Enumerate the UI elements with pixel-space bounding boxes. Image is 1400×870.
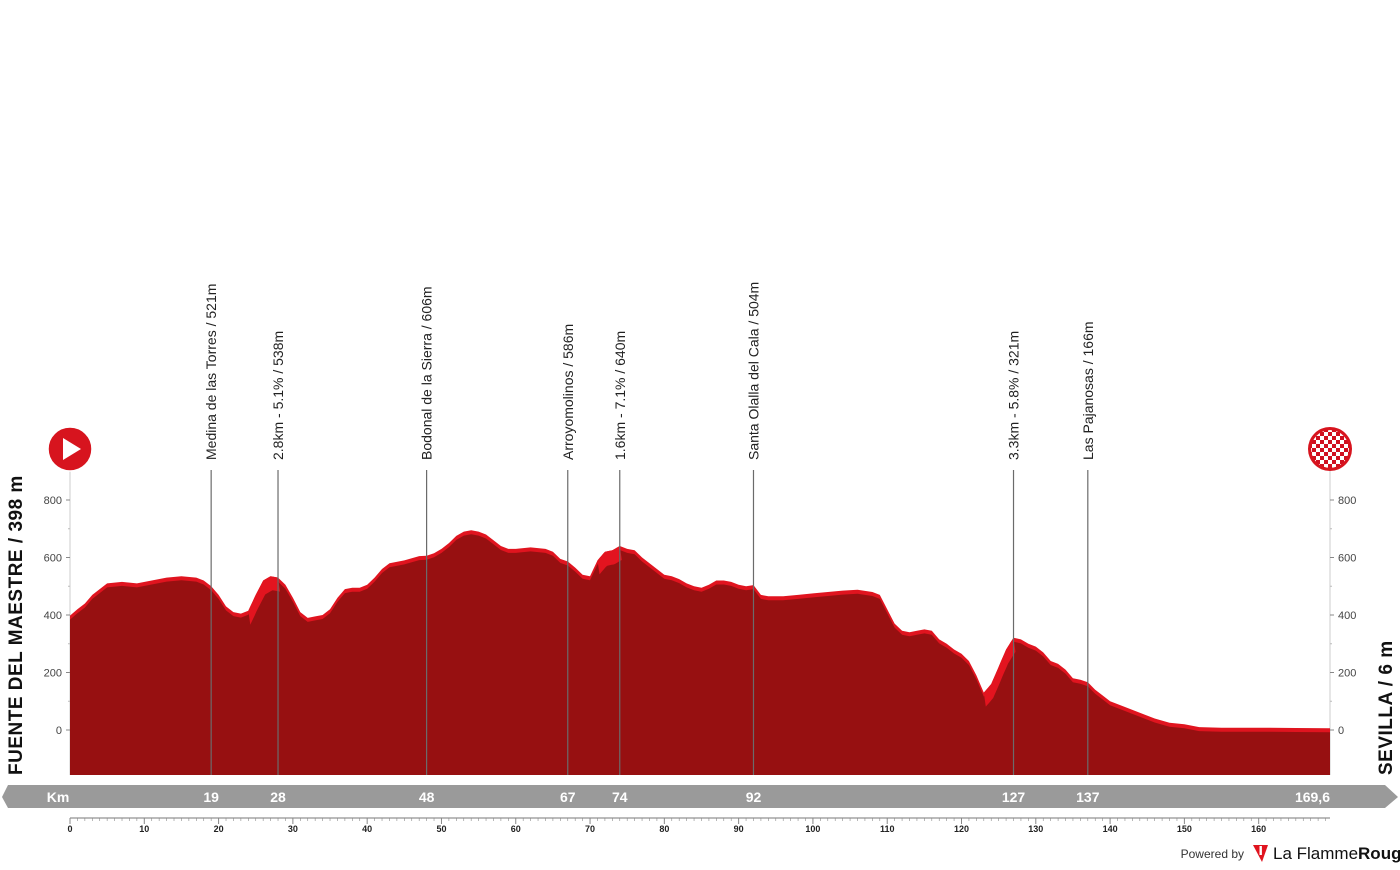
finish-label: SEVILLA / 6 m — [1376, 640, 1397, 775]
km-marker: 92 — [746, 789, 762, 805]
y-tick-label-left: 0 — [56, 725, 62, 737]
y-tick-label-left: 200 — [44, 668, 62, 680]
x-tick-label: 130 — [1028, 824, 1043, 834]
km-band: Km 19 28 48 67 74 92 127 137 169,6 — [2, 785, 1398, 808]
waypoint-label: Bodonal de la Sierra / 606m — [419, 286, 435, 460]
km-marker: 74 — [612, 789, 628, 805]
x-tick-label: 50 — [436, 824, 446, 834]
km-marker: 127 — [1002, 789, 1026, 805]
climb-segment — [983, 637, 1016, 707]
waypoint-markers: Medina de las Torres / 521m 2.8km - 5.1% … — [203, 282, 1096, 775]
x-tick-label: 70 — [585, 824, 595, 834]
elevation-area — [70, 530, 1330, 775]
km-marker: 48 — [419, 789, 435, 805]
waypoint-label: Las Pajanosas / 166m — [1080, 321, 1096, 460]
x-tick-label: 60 — [511, 824, 521, 834]
x-tick-label: 30 — [288, 824, 298, 834]
x-tick-label: 10 — [139, 824, 149, 834]
waypoint-label: 3.3km - 5.8% / 321m — [1006, 331, 1022, 460]
x-tick-label: 160 — [1251, 824, 1266, 834]
brand-name: La FlammeRouge — [1273, 844, 1400, 863]
y-tick-label-left: 800 — [44, 495, 62, 507]
elevation-fill — [70, 534, 1330, 775]
km-marker: 67 — [560, 789, 576, 805]
km-band-label: Km — [47, 789, 70, 805]
y-axis-ticks: 0 0 200 200 400 400 600 600 800 800 — [44, 470, 1356, 775]
x-tick-label: 90 — [734, 824, 744, 834]
play-icon — [47, 426, 93, 472]
powered-by-text: Powered by — [1181, 847, 1244, 861]
start-label: FUENTE DEL MAESTRE / 398 m — [6, 475, 27, 775]
x-tick-label: 110 — [880, 824, 895, 834]
km-markers: 19 28 48 67 74 92 127 137 169,6 — [203, 789, 1330, 805]
x-axis: 0 10 20 30 40 50 60 70 80 90 100 110 120 130 140 150 160 — [67, 817, 1330, 834]
climb-segment — [597, 546, 622, 575]
waypoint-label: Medina de las Torres / 521m — [203, 284, 219, 460]
x-tick-label: 80 — [659, 824, 669, 834]
y-tick-label-right: 800 — [1338, 495, 1356, 507]
climb-segment — [248, 576, 280, 625]
x-tick-label: 150 — [1177, 824, 1192, 834]
footer-branding: Powered by La FlammeRouge — [1181, 844, 1400, 863]
waypoint-label: Arroyomolinos / 586m — [560, 324, 576, 460]
y-tick-label-right: 200 — [1338, 668, 1356, 680]
waypoint-label: 2.8km - 5.1% / 538m — [270, 331, 286, 460]
y-tick-label-right: 400 — [1338, 610, 1356, 622]
checkered-flag-icon — [1308, 427, 1352, 471]
km-marker: 137 — [1076, 789, 1100, 805]
y-tick-label-right: 600 — [1338, 553, 1356, 565]
brand-name-a: La Flamme — [1273, 844, 1358, 863]
x-tick-label: 20 — [214, 824, 224, 834]
flamme-rouge-logo-icon — [1253, 845, 1268, 862]
x-tick-label: 0 — [67, 824, 72, 834]
x-tick-label: 140 — [1103, 824, 1118, 834]
y-tick-label-left: 400 — [44, 610, 62, 622]
km-marker: 19 — [203, 789, 219, 805]
km-marker: 28 — [270, 789, 286, 805]
x-tick-label: 120 — [954, 824, 969, 834]
brand-name-b: Rouge — [1358, 844, 1400, 863]
waypoint-label: 1.6km - 7.1% / 640m — [612, 331, 628, 460]
x-tick-label: 100 — [805, 824, 820, 834]
waypoint-label: Santa Olalla del Cala / 504m — [745, 282, 761, 460]
x-tick-label: 40 — [362, 824, 372, 834]
y-tick-label-right: 0 — [1338, 725, 1344, 737]
km-marker: 169,6 — [1295, 789, 1330, 805]
y-tick-label-left: 600 — [44, 553, 62, 565]
